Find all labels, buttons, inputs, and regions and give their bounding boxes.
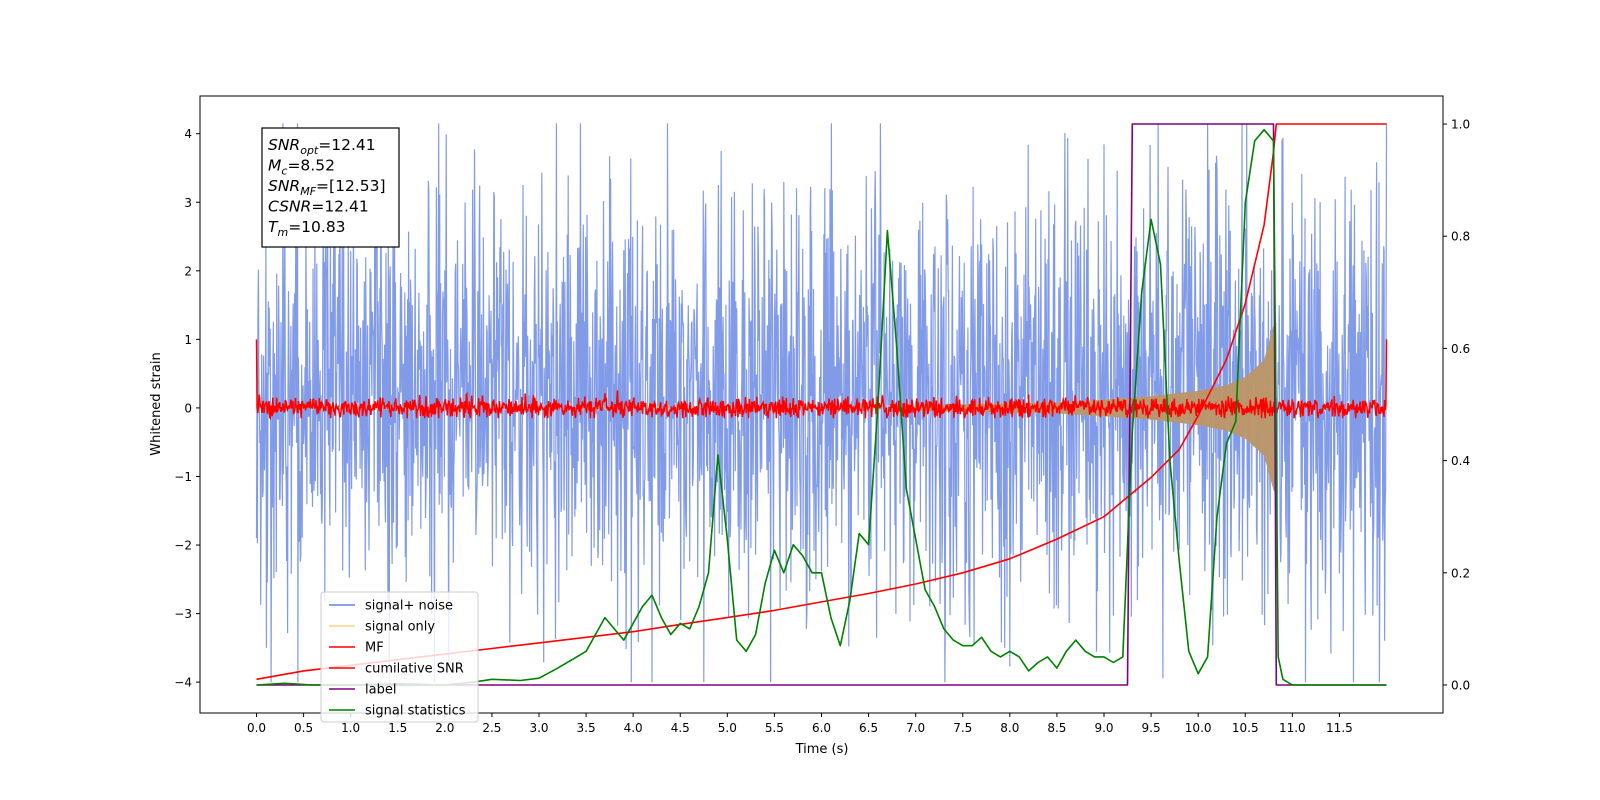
y-tick-label: 3 bbox=[184, 196, 192, 210]
y2-axis: 0.0 0.2 0.4 0.6 0.8 1.0 bbox=[1443, 118, 1470, 692]
annotation-line: Mc=8.52 bbox=[268, 157, 335, 178]
x-tick-label: 3.5 bbox=[577, 721, 596, 735]
x-tick-label: 9.5 bbox=[1142, 721, 1161, 735]
x-tick-label: 11.5 bbox=[1326, 721, 1353, 735]
x-tick-label: 8.5 bbox=[1047, 721, 1066, 735]
x-tick-label: 2.5 bbox=[482, 721, 501, 735]
series-signal-statistics bbox=[256, 128, 1387, 686]
x-tick-label: 5.5 bbox=[765, 721, 784, 735]
annotation-box bbox=[261, 127, 400, 248]
legend: signal+ noise signal only MF cumilative SNR… bbox=[320, 591, 479, 723]
y-tick-label: −1 bbox=[174, 470, 192, 484]
y2-tick-label: 0.2 bbox=[1451, 566, 1470, 580]
y-axis: −4 −3 −2 −1 0 1 2 3 4 bbox=[174, 127, 200, 690]
x-axis: 0.0 0.5 1.0 1.5 2.0 2.5 3.0 3.5 4.0 4.5 5.0 5.5 6.0 6… bbox=[247, 713, 1353, 735]
y-tick-label: 4 bbox=[184, 127, 192, 141]
legend-entry: signal only bbox=[365, 620, 435, 635]
legend-entry: MF bbox=[365, 641, 384, 656]
series-mf bbox=[255, 339, 1388, 421]
x-tick-label: 5.0 bbox=[718, 721, 737, 735]
annotation-line: CSNR=12.41 bbox=[268, 198, 369, 216]
x-tick-label: 4.0 bbox=[624, 721, 643, 735]
y-tick-label: −3 bbox=[174, 607, 192, 621]
x-tick-label: 6.5 bbox=[859, 721, 878, 735]
x-tick-label: 0.0 bbox=[247, 721, 266, 735]
x-tick-label: 9.0 bbox=[1094, 721, 1113, 735]
annotation-line: Tm=10.83 bbox=[268, 218, 346, 239]
x-tick-label: 7.0 bbox=[906, 721, 925, 735]
y-tick-label: 0 bbox=[184, 401, 192, 415]
legend-entry: cumilative SNR bbox=[365, 662, 464, 677]
x-tick-label: 7.5 bbox=[953, 721, 972, 735]
x-tick-label: 8.0 bbox=[1000, 721, 1019, 735]
y-tick-label: −2 bbox=[174, 539, 192, 553]
series-signal-noise bbox=[255, 123, 1388, 683]
legend-box bbox=[320, 591, 479, 723]
y-tick-label: 1 bbox=[184, 333, 192, 347]
x-tick-label: 11.0 bbox=[1279, 721, 1306, 735]
stats-annotation: SNRopt=12.41Mc=8.52SNRMF=[12.53]CSNR=12.… bbox=[261, 127, 400, 248]
x-tick-label: 10.5 bbox=[1232, 721, 1259, 735]
y2-tick-label: 0.6 bbox=[1451, 342, 1470, 356]
legend-entry: signal+ noise bbox=[365, 599, 453, 614]
annotation-line: SNRopt=12.41 bbox=[268, 136, 376, 157]
x-axis-label: Time (s) bbox=[795, 742, 849, 757]
x-tick-label: 1.5 bbox=[388, 721, 407, 735]
legend-entry: label bbox=[365, 683, 396, 698]
x-tick-label: 0.5 bbox=[294, 721, 313, 735]
x-tick-label: 6.0 bbox=[812, 721, 831, 735]
y-axis-label: Whitened strain bbox=[149, 352, 164, 455]
x-tick-label: 10.0 bbox=[1185, 721, 1212, 735]
x-tick-label: 2.0 bbox=[435, 721, 454, 735]
y2-tick-label: 0.0 bbox=[1451, 678, 1470, 692]
y2-tick-label: 0.8 bbox=[1451, 230, 1470, 244]
legend-entry: signal statistics bbox=[365, 704, 466, 719]
x-tick-label: 4.5 bbox=[671, 721, 690, 735]
x-tick-label: 3.0 bbox=[529, 721, 548, 735]
y2-tick-label: 1.0 bbox=[1451, 118, 1470, 132]
y-tick-label: 2 bbox=[184, 264, 192, 278]
annotation-line: SNRMF=[12.53] bbox=[268, 177, 386, 198]
y-tick-label: −4 bbox=[174, 676, 192, 690]
x-tick-label: 1.0 bbox=[341, 721, 360, 735]
y2-tick-label: 0.4 bbox=[1451, 454, 1470, 468]
